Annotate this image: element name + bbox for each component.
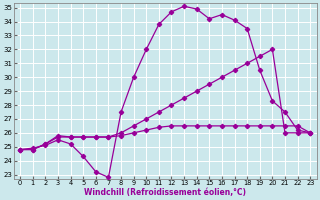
- X-axis label: Windchill (Refroidissement éolien,°C): Windchill (Refroidissement éolien,°C): [84, 188, 246, 197]
